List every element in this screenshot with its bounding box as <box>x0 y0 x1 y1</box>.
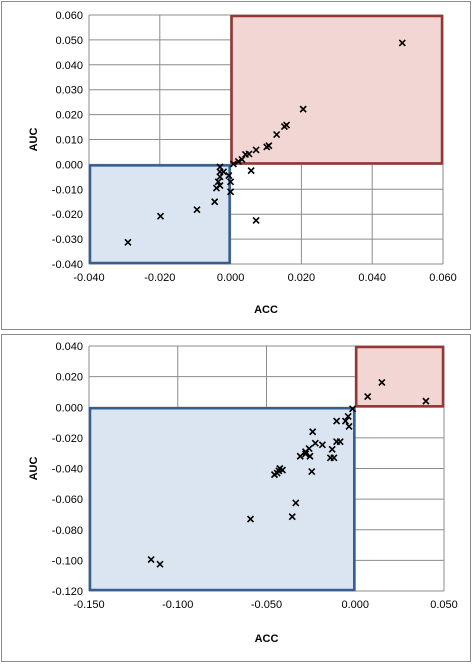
x-tick-label: 0.040 <box>358 272 386 284</box>
y-tick-label: -0.080 <box>52 525 83 537</box>
positive-region-box <box>355 345 445 408</box>
x-tick-label: -0.150 <box>73 599 104 611</box>
data-point <box>299 105 307 113</box>
y-tick-label: -0.020 <box>52 209 83 221</box>
x-tick-label: 0.000 <box>341 599 369 611</box>
data-point <box>345 422 353 430</box>
y-tick-label: 0.000 <box>55 159 83 171</box>
data-point <box>156 560 164 568</box>
y-tick-label: 0.000 <box>55 402 83 414</box>
data-point <box>238 155 246 163</box>
data-point <box>263 143 271 151</box>
x-axis-title: ACC <box>255 633 279 645</box>
data-point <box>246 515 255 523</box>
y-axis-title: AUC <box>28 457 40 481</box>
data-point <box>311 439 319 447</box>
y-tick-label: 0.040 <box>55 341 83 353</box>
data-point <box>301 450 310 458</box>
data-point <box>333 438 341 446</box>
x-tick-label: -0.040 <box>73 272 104 284</box>
data-point <box>212 184 221 192</box>
data-point <box>252 216 260 224</box>
top-scatter-chart: -0.040 -0.020 0.000 0.020 0.040 0.060 -0.040 -0… <box>28 10 457 316</box>
data-point <box>364 392 372 401</box>
data-point <box>216 173 224 181</box>
y-tick-label: -0.120 <box>52 586 83 598</box>
x-tick-label: 0.060 <box>429 272 457 284</box>
negative-region-box <box>88 407 356 592</box>
y-tick-label: 0.060 <box>55 10 83 22</box>
data-point <box>241 150 250 159</box>
data-points <box>124 39 406 246</box>
data-point <box>349 405 357 413</box>
y-tick-label: 0.010 <box>55 135 83 147</box>
x-tick-label: 0.000 <box>217 272 245 284</box>
data-point <box>344 412 352 421</box>
x-tick-label: -0.050 <box>251 599 282 611</box>
x-tick-label: -0.020 <box>144 272 175 284</box>
data-point <box>229 160 237 168</box>
data-point <box>156 212 165 220</box>
data-point <box>296 452 304 460</box>
x-tick-label: 0.050 <box>430 599 458 611</box>
y-tick-label: -0.020 <box>52 433 83 445</box>
data-point <box>309 428 317 436</box>
data-point <box>308 467 316 476</box>
data-point <box>328 445 336 453</box>
negative-region-box <box>88 164 231 265</box>
data-point <box>275 467 283 475</box>
y-tick-label: -0.010 <box>52 184 83 196</box>
y-tick-label: 0.030 <box>55 85 83 97</box>
data-point <box>234 157 242 165</box>
data-point <box>378 378 386 387</box>
y-tick-label: 0.020 <box>55 372 83 384</box>
data-point <box>124 238 132 246</box>
data-point <box>211 198 219 206</box>
x-axis-title: ACC <box>254 304 278 316</box>
data-point <box>280 122 288 131</box>
data-point <box>318 441 326 449</box>
data-point <box>273 130 281 139</box>
y-tick-label: -0.040 <box>52 464 83 476</box>
data-point <box>252 146 260 154</box>
data-point <box>193 206 201 214</box>
data-point <box>227 178 235 186</box>
y-axis-title: AUC <box>28 128 40 152</box>
data-point <box>292 499 300 507</box>
data-point <box>214 178 222 186</box>
data-point <box>306 452 314 460</box>
data-point <box>398 39 406 47</box>
data-point <box>227 188 235 196</box>
data-point <box>341 417 350 425</box>
y-tick-label: 0.020 <box>55 110 83 122</box>
data-point <box>326 454 334 462</box>
data-point <box>219 168 228 176</box>
data-point <box>422 397 430 405</box>
y-tick-label: -0.100 <box>52 555 83 567</box>
data-point <box>288 513 296 521</box>
data-point <box>333 417 341 425</box>
data-point <box>225 172 233 180</box>
x-tick-label: -0.100 <box>162 599 193 611</box>
y-tick-label: 0.040 <box>55 60 83 72</box>
data-point <box>147 556 155 564</box>
x-tick-label: 0.020 <box>288 272 316 284</box>
y-tick-label: -0.030 <box>52 234 83 246</box>
data-point <box>247 167 255 175</box>
y-tick-label: -0.040 <box>52 259 83 271</box>
data-points <box>147 378 430 568</box>
positive-region-box <box>230 14 444 165</box>
y-tick-label: 0.050 <box>55 35 83 47</box>
y-tick-label: -0.060 <box>52 494 83 506</box>
